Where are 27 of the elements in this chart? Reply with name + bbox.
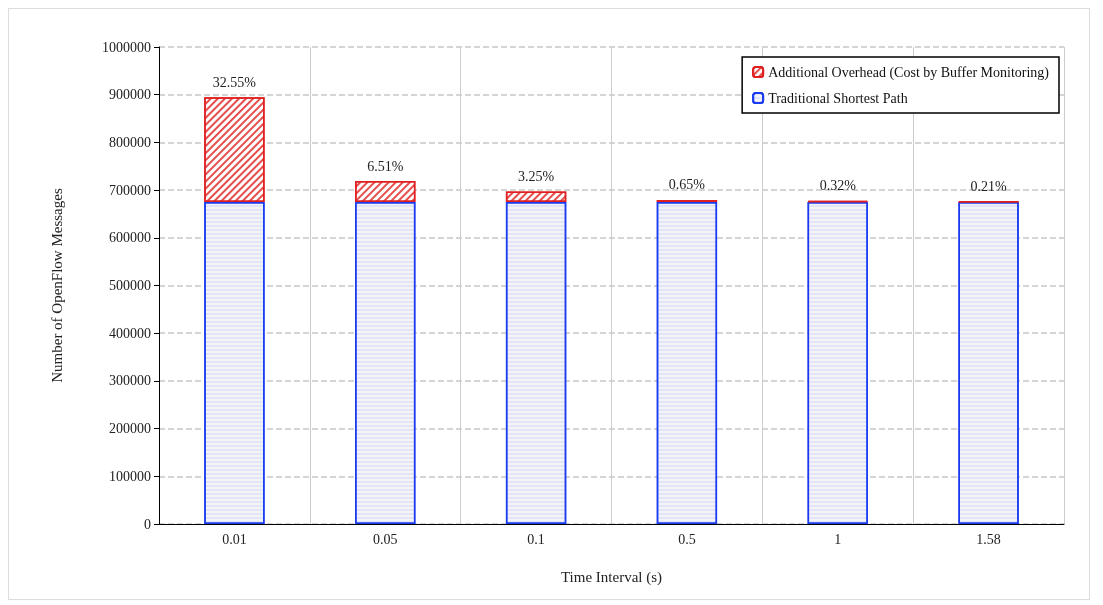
y-tick-label: 800000 xyxy=(109,134,151,150)
x-tick-label: 1.58 xyxy=(976,531,1001,547)
y-axis-title: Number of OpenFlow Messages xyxy=(48,188,65,383)
x-tick-label: 0.01 xyxy=(222,531,247,547)
legend-label: Traditional Shortest Path xyxy=(768,90,908,106)
annotation: 32.55% xyxy=(212,74,257,90)
annotation: 0.21% xyxy=(970,178,1007,194)
x-tick-label: 0.5 xyxy=(678,531,696,547)
legend-label: Additional Overhead (Cost by Buffer Monitoring) xyxy=(768,64,1050,81)
y-tick-label: 100000 xyxy=(109,468,151,484)
y-tick-label: 0 xyxy=(144,516,151,532)
y-tick-label: 400000 xyxy=(109,325,151,341)
y-tick-label: 1000000 xyxy=(102,39,151,55)
y-tick-label: 200000 xyxy=(109,421,151,437)
x-tick-label: 0.1 xyxy=(527,531,545,547)
annotation: 6.51% xyxy=(367,158,404,174)
annotation: 0.32% xyxy=(819,178,857,194)
annotation: 0.65% xyxy=(668,177,706,193)
y-tick-label: 700000 xyxy=(109,182,151,198)
y-tick-label: 300000 xyxy=(109,373,151,389)
x-axis-title: Time Interval (s) xyxy=(560,568,663,586)
annotation: 3.25% xyxy=(518,169,555,185)
y-tick-label: 900000 xyxy=(109,87,151,103)
x-tick-label: 1 xyxy=(834,531,842,547)
y-tick-label: 500000 xyxy=(109,278,151,293)
x-tick-label: 0.05 xyxy=(373,531,398,547)
y-tick-label: 600000 xyxy=(109,230,151,246)
